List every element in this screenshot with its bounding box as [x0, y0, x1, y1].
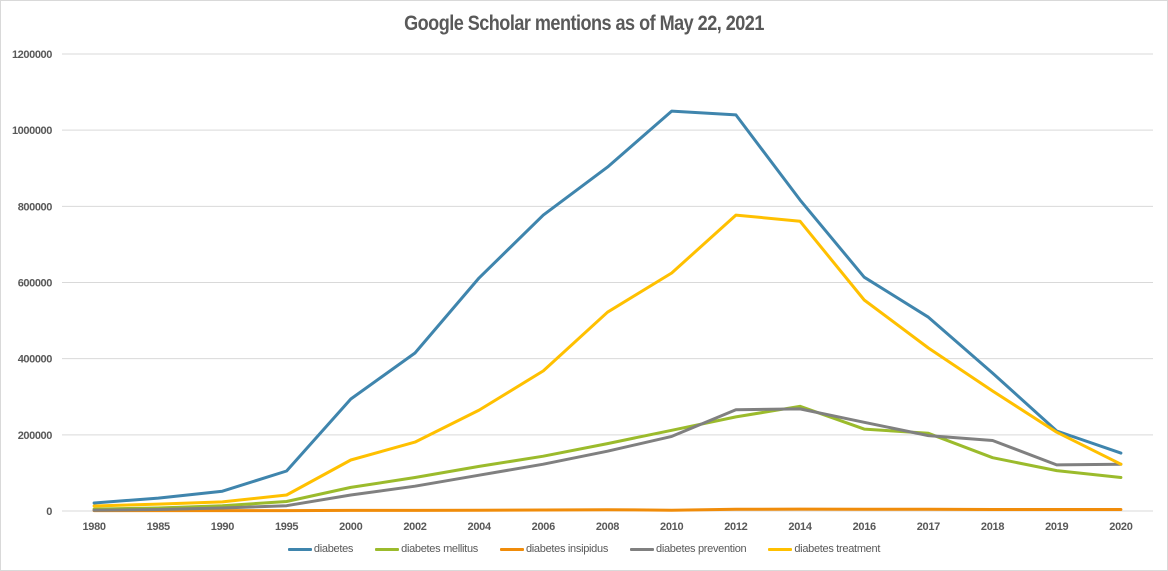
- legend-swatch: [375, 547, 400, 551]
- chart-title: Google Scholar mentions as of May 22, 20…: [404, 12, 764, 35]
- legend-label: diabetes prevention: [656, 543, 747, 555]
- x-tick-label: 1995: [275, 521, 298, 533]
- y-tick-label: 800000: [18, 201, 53, 213]
- x-tick-label: 2000: [339, 521, 362, 533]
- x-tick-label: 1990: [211, 521, 234, 533]
- series-line-diabetes-insipidus: [92, 507, 1123, 513]
- y-tick-label: 200000: [18, 430, 53, 442]
- x-tick-label: 2018: [981, 521, 1004, 533]
- x-tick-label: 2019: [1045, 521, 1068, 533]
- legend: diabetes diabetes mellitus diabetes insipi…: [0, 543, 1168, 555]
- x-tick-label: 2014: [788, 521, 812, 533]
- legend-label: diabetes treatment: [794, 543, 881, 555]
- series-line-diabetes: [92, 109, 1123, 505]
- y-axis-ticks: 0 200000 400000 600000 800000 1000000 1200000: [12, 49, 53, 518]
- legend-item: diabetes: [287, 543, 354, 555]
- series-line-diabetes-prevention: [92, 407, 1123, 512]
- legend-label: diabetes mellitus: [401, 543, 478, 555]
- x-axis-ticks: 1980 1985 1990 1995 2000 2002 2004 2006 2008 2010…: [82, 521, 1133, 533]
- series-line-diabetes-mellitus: [92, 404, 1123, 511]
- x-tick-label: 1980: [82, 521, 105, 533]
- legend-item: diabetes treatment: [768, 543, 880, 555]
- x-tick-label: 2008: [596, 521, 619, 533]
- x-tick-label: 2004: [468, 521, 492, 533]
- x-tick-label: 2002: [403, 521, 426, 533]
- x-tick-label: 2006: [532, 521, 555, 533]
- legend-label: diabetes: [313, 543, 354, 555]
- x-tick-label: 2020: [1109, 521, 1132, 533]
- legend-swatch: [499, 547, 524, 551]
- y-tick-label: 1000000: [12, 125, 52, 137]
- x-tick-label: 2016: [853, 521, 876, 533]
- series-line-diabetes-treatment: [92, 213, 1123, 508]
- x-tick-label: 1985: [147, 521, 170, 533]
- legend-item: diabetes insipidus: [499, 543, 609, 555]
- legend-swatch: [287, 547, 312, 551]
- series-lines: [92, 109, 1123, 513]
- legend-swatch: [768, 547, 793, 551]
- x-tick-label: 2012: [724, 521, 747, 533]
- y-tick-label: 400000: [18, 354, 53, 366]
- x-tick-label: 2010: [660, 521, 683, 533]
- x-tick-label: 2017: [917, 521, 940, 533]
- legend-item: diabetes mellitus: [375, 543, 478, 555]
- legend-swatch: [630, 547, 655, 551]
- y-tick-label: 0: [46, 506, 52, 518]
- y-tick-label: 1200000: [12, 49, 52, 61]
- legend-item: diabetes prevention: [630, 543, 747, 555]
- y-tick-label: 600000: [18, 278, 53, 290]
- legend-label: diabetes insipidus: [525, 543, 609, 555]
